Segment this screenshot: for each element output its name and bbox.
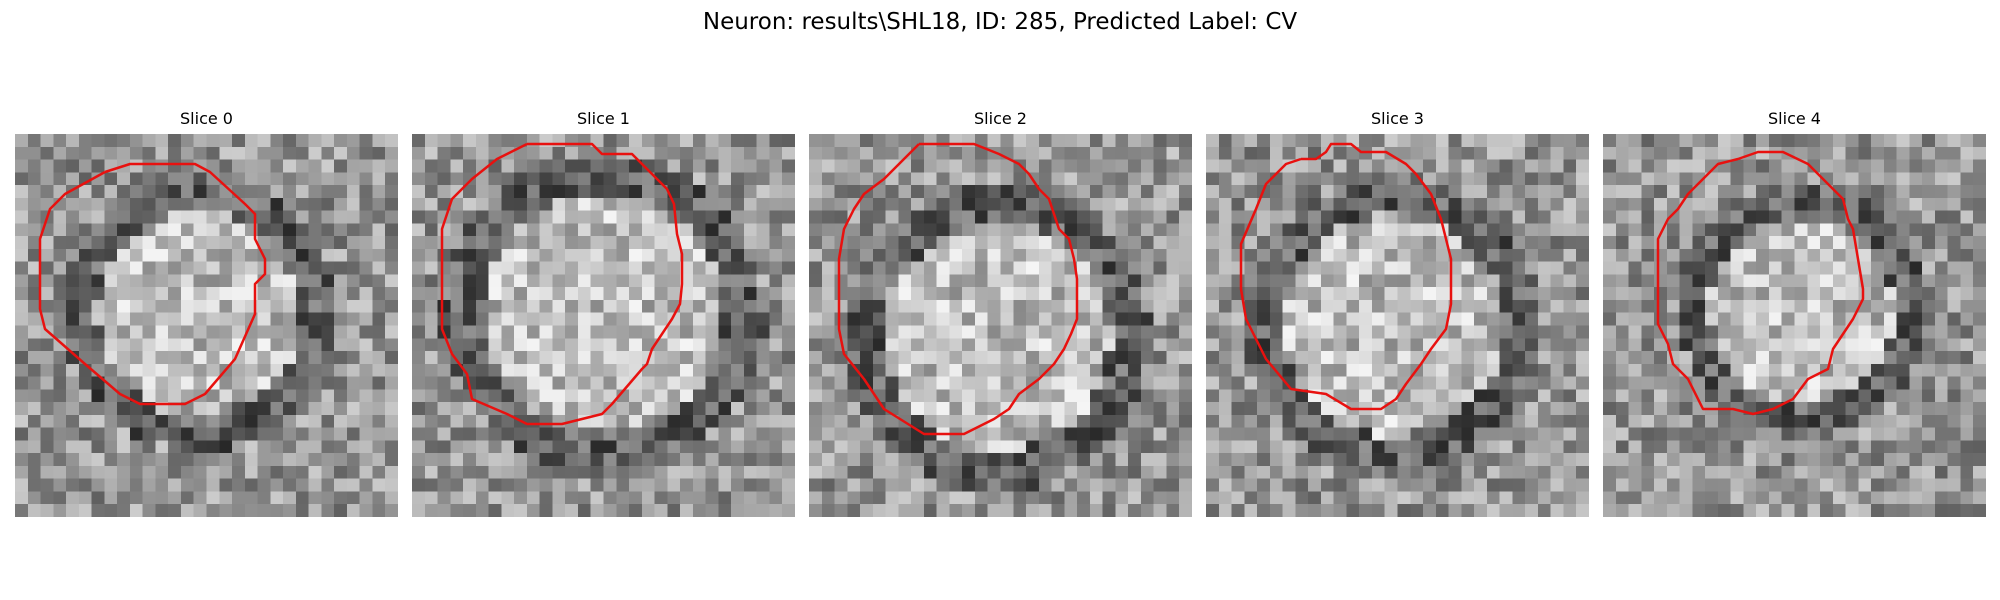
contour-overlay-1 bbox=[440, 142, 684, 426]
contour-line-3 bbox=[1239, 142, 1453, 411]
contour-line-4 bbox=[1656, 150, 1865, 416]
slice-panel-3: Slice 3 bbox=[1206, 108, 1589, 517]
slice-title-4: Slice 4 bbox=[1768, 109, 1821, 128]
figure-title: Neuron: results\SHL18, ID: 285, Predicte… bbox=[702, 9, 1298, 35]
slice-image-0 bbox=[15, 134, 398, 517]
contour-overlay-3 bbox=[1239, 142, 1453, 411]
slice-image-1 bbox=[412, 134, 795, 517]
slice-image-4 bbox=[1603, 134, 1986, 517]
contour-overlay-0 bbox=[38, 162, 267, 406]
slice-title-1: Slice 1 bbox=[577, 109, 630, 128]
slice-image-3 bbox=[1206, 134, 1589, 517]
slice-panel-4: Slice 4 bbox=[1603, 108, 1986, 517]
contour-line-1 bbox=[440, 142, 684, 426]
contour-line-2 bbox=[837, 142, 1079, 436]
slice-image-2 bbox=[809, 134, 1192, 517]
contour-overlay-2 bbox=[837, 142, 1079, 436]
slice-title-3: Slice 3 bbox=[1371, 109, 1424, 128]
slice-panel-1: Slice 1 bbox=[412, 108, 795, 517]
contour-line-0 bbox=[38, 162, 267, 406]
slice-panel-0: Slice 0 bbox=[15, 108, 398, 517]
slice-panel-2: Slice 2 bbox=[809, 108, 1192, 517]
contour-overlay-4 bbox=[1656, 150, 1865, 416]
slice-title-2: Slice 2 bbox=[974, 109, 1027, 128]
slice-title-0: Slice 0 bbox=[180, 109, 233, 128]
